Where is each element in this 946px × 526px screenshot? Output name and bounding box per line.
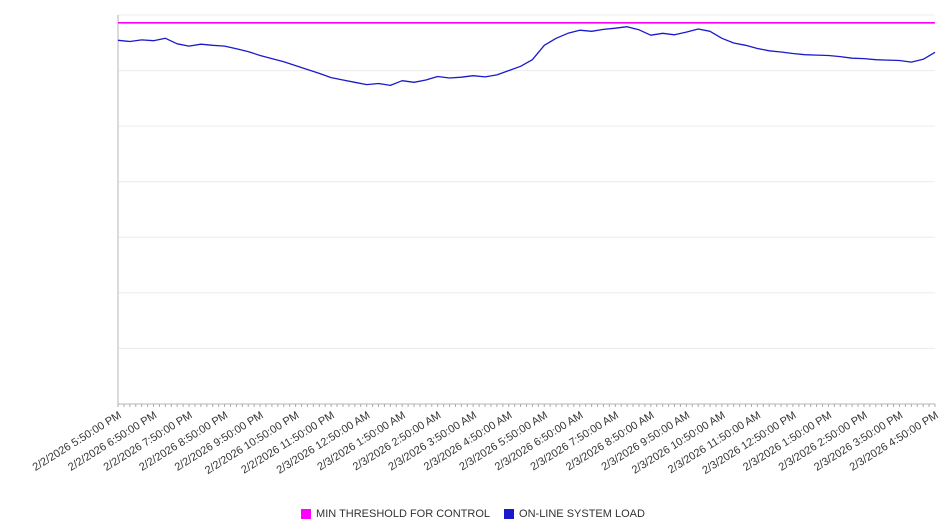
legend-item-threshold: MIN THRESHOLD FOR CONTROL — [301, 508, 490, 520]
legend-swatch-threshold-icon — [301, 509, 312, 519]
legend-label-threshold: MIN THRESHOLD FOR CONTROL — [316, 508, 491, 520]
chart-legend: MIN THRESHOLD FOR CONTROL ON-LINE SYSTEM… — [0, 508, 946, 520]
legend-item-load: ON-LINE SYSTEM LOAD — [504, 508, 645, 520]
legend-swatch-load-icon — [504, 509, 515, 519]
legend-label-load: ON-LINE SYSTEM LOAD — [519, 508, 645, 520]
